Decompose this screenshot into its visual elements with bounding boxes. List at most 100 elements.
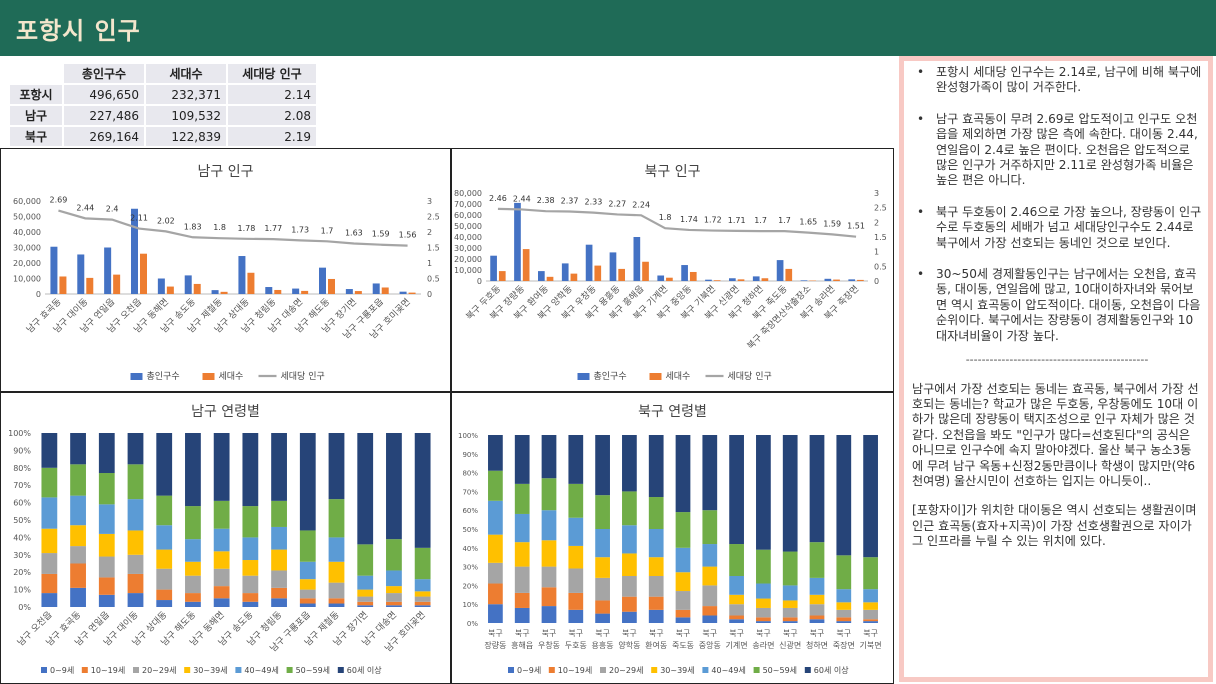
y2-tick-label: 1 [427,259,432,268]
stacked-bar-segment [271,500,287,527]
y-tick-label: 80,000 [454,189,482,198]
stacked-bar-segment [127,530,144,555]
y-tick-label: 40% [13,533,31,542]
legend-label: 세대수 [666,371,691,382]
stacked-bar-segment [782,607,798,618]
data-label: 1.8 [213,223,226,232]
stacked-bar-segment [357,605,374,607]
stacked-bar-segment [271,526,287,550]
data-label: 1.56 [399,231,417,240]
notes-paragraph: 남구에서 가장 선호되는 동네는 효곡동, 북구에서 가장 선호되는 동네는? … [912,381,1199,488]
bar-total-population [157,278,165,294]
bar-households [166,286,174,294]
list-item: 30~50세 경제활동인구는 남구에서는 오천읍, 효곡동, 대이동, 연일읍에… [912,267,1202,344]
bar-total-population [800,280,808,281]
data-label: 1.59 [372,230,390,239]
bar-total-population [399,291,407,294]
stacked-bar-segment [622,553,637,576]
stacked-bar-segment [541,606,557,623]
data-label: 1.71 [728,216,746,225]
stacked-bar-segment [622,576,637,597]
legend-label: 총인구수 [594,371,627,382]
stacked-bar-segment [648,557,664,576]
stacked-bar-segment [809,604,825,616]
stacked-bar-segment [675,547,691,573]
legend-label: 20~29세 [609,666,643,675]
stacked-bar-segment [70,546,86,564]
stacked-bar-segment [414,601,431,606]
stacked-bar-segment [414,433,431,548]
stacked-bar-segment [648,596,664,610]
bar-households [86,277,94,294]
line-persons-per-household [58,209,408,247]
stacked-bar-segment [357,575,374,590]
stacked-bar-segment [414,591,431,597]
stacked-bar-segment [70,433,86,465]
x-tick-label: 북구 우창동 [538,629,560,650]
table-cell: 2.14 [228,85,316,104]
list-item: 포항시 세대당 인구수는 2.14로, 남구에 비해 북구에 완성형가족이 많이… [912,65,1202,96]
stacked-bar-segment [185,539,201,562]
y2-tick-label: 1.5 [874,233,887,242]
chart-bukgu-age: 북구 연령별 0% 10% 20% 30% 40% 50% 60% 70% 80% 90% 100% 북… [458,404,882,675]
stacked-bar-segment [729,619,744,623]
stacked-bar-segment [514,513,530,543]
stacked-bar-segment [756,549,771,584]
stacked-bar-segment [185,593,201,602]
stacked-bar-segment [41,467,58,498]
bar-total-population [681,265,688,281]
x-tick-label: 북구 흥해읍 [511,629,533,650]
table-header-cell [10,64,62,83]
stacked-bar-segment [156,525,173,550]
stacked-bar-segment [488,435,503,471]
list-item: 북구 두호동이 2.46으로 가장 높으나, 장량동이 인구수로 두호동의 세배… [912,205,1202,251]
stacked-bar-segment [782,600,798,608]
legend-swatch [202,373,215,380]
legend-label: 50~59세 [763,666,797,675]
chart-bukgu-population: 북구 인구 0 10,000 20,000 30,000 40,000 50,000 60,0… [454,164,887,382]
legend-label: 세대수 [219,371,244,382]
stacked-bar-segment [568,435,584,484]
stacked-bar-segment [729,604,744,616]
stacked-bar-segment [242,593,259,602]
table-row: 북구 269,164 122,839 2.19 [10,127,316,146]
notes-bullet-list: 포항시 세대당 인구수는 2.14로, 남구에 비해 북구에 완성형가족이 많이… [912,65,1202,344]
stacked-bar-segment [782,585,798,601]
stacked-bar-segment [299,561,316,580]
stacked-bar-segment [863,557,878,590]
stacked-bar-segment [299,589,316,599]
y2-tick-label: 0.5 [427,275,440,284]
stacked-bar-segment [756,621,771,623]
stacked-bar-segment [127,554,144,574]
bar-total-population [319,267,326,294]
data-label: 1.7 [778,216,791,225]
y-tick-label: 70% [462,488,478,496]
data-label: 2.24 [632,200,650,209]
stacked-bar-segment [675,609,691,618]
stacked-bar-segment [41,528,58,554]
bar-total-population [752,276,760,281]
list-item: 남구 효곡동이 무려 2.69로 압도적이고 인구도 오천읍을 제외하면 가장 … [912,112,1202,189]
stacked-bar-segment [514,435,530,484]
stacked-bar-segment [568,545,584,569]
y-tick-label: 60% [13,499,31,508]
y-tick-label: 10,000 [454,266,482,275]
stacked-bar-segment [595,600,610,614]
stacked-bar-segment [863,619,878,622]
stacked-bar-segment [648,609,664,623]
y2-tick-label: 2 [874,218,879,227]
stacked-bar-segment [675,617,691,623]
legend-swatch [702,667,709,673]
bar-households [618,268,625,281]
stacked-bar-segment [836,617,852,622]
stacked-bar-segment [156,495,173,526]
bar-total-population [776,260,784,281]
bar-households [220,291,228,294]
y-tick-label: 90% [462,451,478,459]
data-label: 2.38 [537,196,555,205]
bar-households [113,274,121,294]
stacked-bar-segment [756,607,771,618]
data-label: 2.46 [489,194,507,203]
bar-total-population [238,256,246,294]
table-cell: 496,650 [64,85,144,104]
